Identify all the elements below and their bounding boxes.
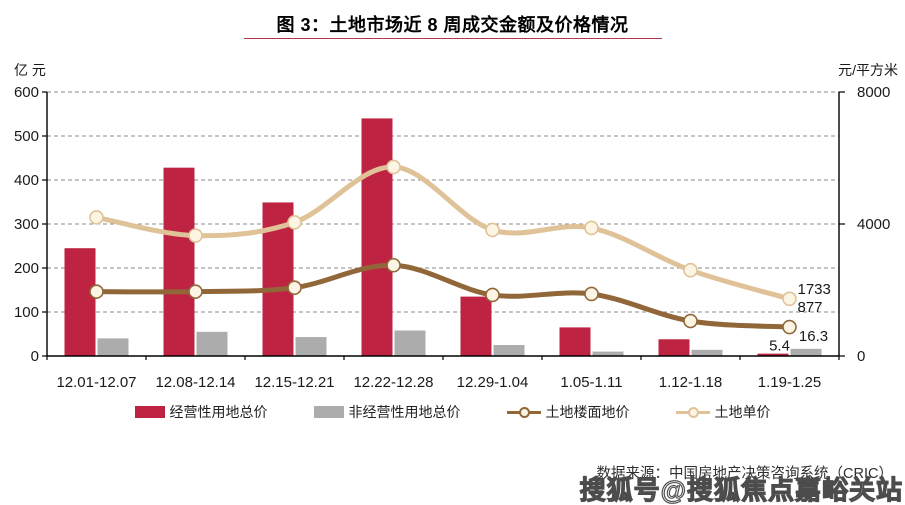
line-marker-1-2 — [287, 215, 302, 230]
gray-bar-3 — [394, 330, 426, 356]
legend-label: 土地单价 — [714, 404, 771, 420]
x-tick-label: 12.29-1.04 — [457, 374, 529, 391]
chart-title: 图 3：土地市场近 8 周成交金额及价格情况 — [276, 15, 629, 35]
tan-line-swatch — [675, 406, 710, 418]
line-marker-1-3 — [386, 159, 401, 175]
left-axis-unit-label: 亿 元 — [14, 62, 46, 78]
line-marker-0-5 — [584, 286, 599, 302]
red-bar-swatch — [134, 406, 165, 418]
legend-item-noncommercial-land-total: 非经营性用地总价 — [313, 402, 461, 422]
x-tick-label: 1.05-1.11 — [560, 374, 622, 391]
chart-legend: 经营性用地总价 非经营性用地总价 土地楼面地价 土地单价 — [0, 402, 905, 422]
x-tick-label: 12.22-12.28 — [353, 374, 433, 391]
line-marker-1-0 — [89, 210, 104, 225]
line-marker-0-3 — [386, 257, 401, 273]
data-label-16.3: 16.3 — [799, 328, 828, 345]
line-marker-1-6 — [683, 262, 698, 278]
legend-label: 经营性用地总价 — [169, 404, 268, 420]
gray-bar-1 — [196, 331, 228, 356]
line-marker-1-1 — [188, 228, 203, 243]
legend-label: 土地楼面地价 — [545, 404, 630, 420]
left-tick-label: 300 — [14, 216, 39, 233]
line-marker-1-5 — [584, 220, 599, 236]
left-tick-label: 600 — [14, 84, 39, 101]
red-bar-4 — [460, 296, 492, 356]
red-bar-7 — [757, 353, 789, 356]
gray-bar-4 — [493, 345, 525, 356]
line-series-0 — [94, 262, 792, 330]
line-marker-0-6 — [683, 313, 698, 329]
gray-bar-2 — [295, 337, 327, 356]
gray-bar-swatch — [313, 406, 344, 418]
left-tick-label: 100 — [14, 304, 39, 321]
red-bar-0 — [64, 248, 96, 356]
right-tick-label: 8000 — [857, 84, 890, 101]
red-bar-3 — [361, 118, 393, 357]
legend-label: 非经营性用地总价 — [348, 404, 461, 420]
line-marker-0-7 — [782, 319, 797, 335]
watermark-text: 搜狐号@搜狐焦点嘉峪关站 — [579, 474, 903, 505]
line-series-1 — [94, 164, 792, 302]
title-underline — [243, 38, 662, 39]
red-bar-1 — [163, 167, 195, 356]
right-tick-label: 0 — [857, 348, 865, 365]
data-label-5.4: 5.4 — [769, 338, 790, 355]
brown-line-swatch — [506, 406, 541, 418]
line-marker-1-7 — [782, 291, 797, 307]
legend-item-unit-price: 土地单价 — [675, 402, 771, 422]
line-marker-0-0 — [89, 284, 104, 299]
line-marker-0-1 — [188, 284, 203, 299]
gray-bar-6 — [691, 349, 723, 356]
red-bar-6 — [658, 339, 690, 356]
right-axis-unit-label: 元/平方米 — [838, 62, 898, 78]
gray-bar-5 — [592, 351, 624, 356]
x-tick-label: 1.19-1.25 — [758, 374, 821, 391]
red-bar-5 — [559, 327, 591, 356]
line-marker-0-2 — [287, 280, 302, 295]
left-tick-label: 0 — [31, 348, 39, 365]
x-tick-label: 12.15-12.21 — [254, 374, 334, 391]
gray-bar-7 — [790, 348, 822, 356]
data-label-877: 877 — [798, 299, 823, 316]
legend-item-floor-price: 土地楼面地价 — [506, 402, 630, 422]
gray-bar-0 — [97, 338, 129, 356]
x-tick-label: 12.08-12.14 — [155, 374, 235, 391]
line-marker-0-4 — [485, 287, 500, 303]
left-tick-label: 500 — [14, 128, 39, 145]
legend-item-commercial-land-total: 经营性用地总价 — [134, 402, 268, 422]
right-tick-label: 4000 — [857, 216, 890, 233]
x-tick-label: 12.01-12.07 — [56, 374, 136, 391]
data-source-text: 数据来源：中国房地产决策咨询系统（CRIC） — [596, 466, 893, 482]
line-marker-1-4 — [485, 222, 500, 238]
x-tick-label: 1.12-1.18 — [659, 374, 722, 391]
left-tick-label: 200 — [14, 260, 39, 277]
data-label-1733: 1733 — [798, 281, 831, 298]
left-tick-label: 400 — [14, 172, 39, 189]
